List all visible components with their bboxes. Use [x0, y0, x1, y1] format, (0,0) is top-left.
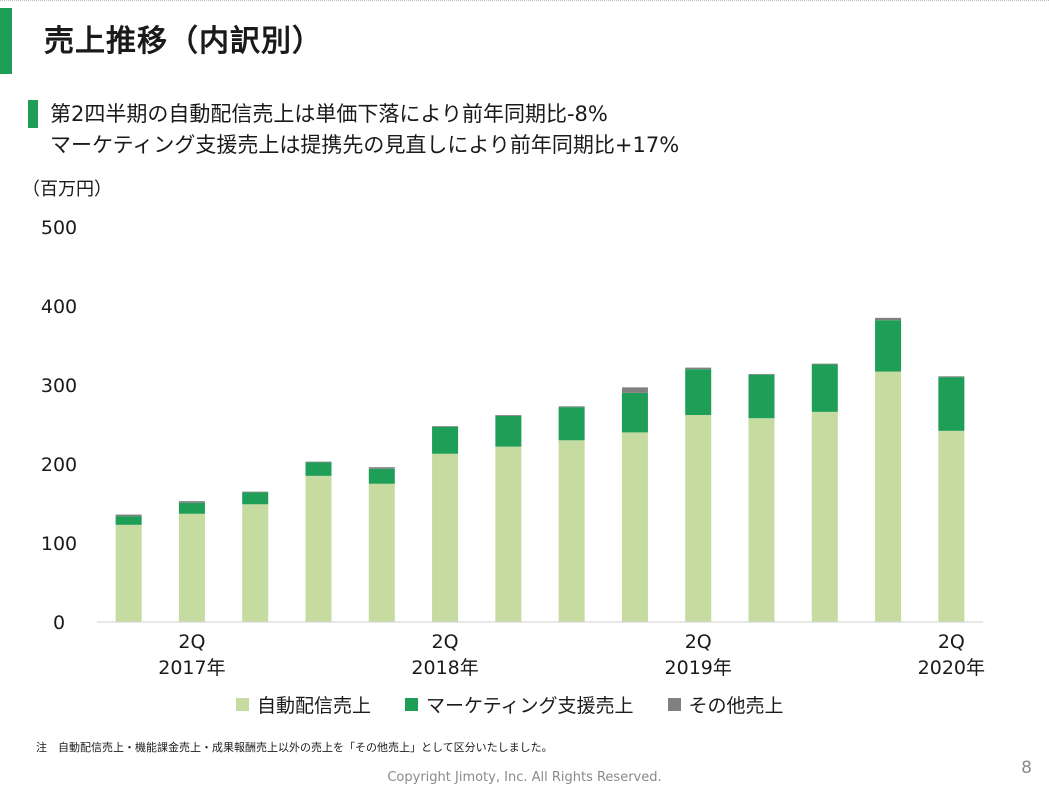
y-axis-unit-label: （百万円） [22, 179, 112, 200]
x-tick-quarter-2019年: 2Q [685, 631, 712, 653]
x-tick-year-2019年: 2019年 [665, 657, 732, 679]
bar-9-series-1 [621, 432, 648, 622]
bar-1-series-2 [115, 516, 142, 525]
x-tick-year-2018年: 2018年 [411, 657, 478, 679]
y-tick-label-300: 300 [41, 375, 77, 397]
y-tick-label-100: 100 [41, 533, 77, 555]
legend-swatch-marketing-support [405, 697, 419, 711]
bar-13-series-1 [875, 371, 902, 622]
bar-7-series-3 [495, 415, 522, 416]
x-tick-year-2017年: 2017年 [158, 657, 225, 679]
bar-5-series-1 [368, 483, 395, 622]
bar-10-series-2 [685, 369, 712, 416]
x-tick-quarter-2020年: 2Q [938, 631, 965, 653]
legend-item-marketing-support: マーケティング支援売上 [405, 691, 634, 718]
bar-6-series-3 [432, 426, 459, 427]
bar-5-series-2 [368, 468, 395, 484]
bar-12-series-1 [811, 411, 838, 622]
subtitle-line-2: マーケティング支援売上は提携先の見直しにより前年同期比+17% [50, 133, 680, 157]
bar-1-series-1 [115, 524, 142, 622]
chart-legend: 自動配信売上 マーケティング支援売上 その他売上 [236, 690, 818, 718]
y-tick-label-0: 0 [53, 612, 65, 634]
bar-2-series-1 [178, 513, 205, 622]
x-tick-year-2020年: 2020年 [918, 657, 985, 679]
bar-8-series-3 [558, 406, 585, 408]
bar-4-series-1 [305, 475, 332, 622]
bar-7-series-1 [495, 446, 522, 622]
x-tick-quarter-2017年: 2Q [178, 631, 205, 653]
bar-13-series-2 [875, 320, 902, 372]
bar-14-series-2 [938, 377, 965, 431]
page-title: 売上推移（内訳別） [44, 24, 323, 59]
legend-swatch-auto-delivery [236, 697, 249, 711]
bar-1-series-3 [115, 514, 142, 517]
bar-8-series-2 [558, 407, 585, 441]
page-number: 8 [1021, 758, 1032, 778]
bar-9-series-2 [621, 392, 648, 433]
bar-5-series-3 [368, 467, 395, 469]
subtitle: 第2四半期の自動配信売上は単価下落により前年同期比-8% マーケティング支援売上… [50, 99, 679, 161]
x-tick-quarter-2018年: 2Q [432, 631, 459, 653]
footnote: 注 自動配信売上・機能課金売上・成果報酬売上以外の売上を「その他売上」として区分… [36, 741, 553, 754]
legend-swatch-other [667, 697, 681, 711]
top-dotted-border [0, 0, 1049, 1]
bar-4-series-2 [305, 462, 332, 476]
bar-10-series-3 [685, 367, 712, 370]
bar-11-series-1 [748, 418, 775, 622]
bar-13-series-3 [875, 317, 902, 321]
legend-label-auto-delivery: 自動配信売上 [257, 694, 372, 717]
bar-7-series-2 [495, 415, 522, 447]
bar-6-series-1 [432, 453, 459, 622]
copyright: Copyright Jimoty, Inc. All Rights Reserv… [387, 770, 662, 785]
bar-11-series-2 [748, 374, 775, 419]
bar-12-series-3 [811, 363, 838, 365]
bar-12-series-2 [811, 364, 838, 412]
bar-10-series-1 [685, 415, 712, 622]
title-accent-bar [0, 8, 12, 74]
legend-label-marketing-support: マーケティング支援売上 [426, 694, 634, 717]
bar-3-series-2 [242, 492, 269, 505]
bar-4-series-3 [305, 461, 332, 463]
bar-14-series-1 [938, 430, 965, 622]
bar-6-series-2 [432, 426, 459, 454]
legend-item-auto-delivery: 自動配信売上 [236, 691, 371, 718]
bar-3-series-3 [242, 491, 269, 493]
legend-item-other: その他売上 [667, 691, 784, 718]
bar-2-series-3 [178, 501, 205, 503]
y-tick-label-200: 200 [41, 454, 77, 476]
bar-8-series-1 [558, 440, 585, 622]
subtitle-line-1: 第2四半期の自動配信売上は単価下落により前年同期比-8% [50, 102, 608, 126]
bar-3-series-1 [242, 504, 269, 622]
y-tick-label-400: 400 [41, 296, 77, 318]
stacked-bar-chart: 0 100 200 300 400 500 2Q 2017年 2Q 2018年 2Q 2019年 2Q 2… [41, 217, 985, 679]
subtitle-accent-bar [28, 100, 38, 128]
bar-11-series-3 [748, 373, 775, 375]
bar-14-series-3 [938, 376, 965, 378]
y-tick-label-500: 500 [41, 217, 77, 239]
bar-2-series-2 [178, 502, 205, 514]
legend-label-other: その他売上 [688, 694, 784, 717]
bar-9-series-3 [621, 387, 648, 393]
